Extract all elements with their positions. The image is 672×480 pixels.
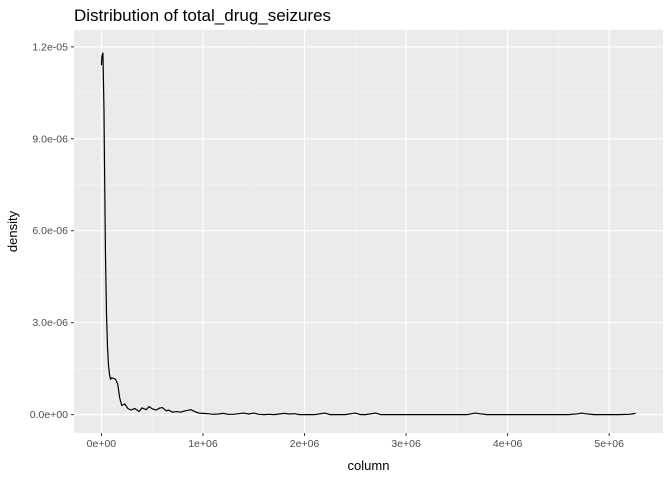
plot-panel: [74, 30, 663, 433]
x-tick-label: 5e+06: [594, 438, 624, 450]
x-tick-label: 2e+06: [290, 438, 320, 450]
minor-gridlines: [74, 30, 663, 433]
density-curve: [100, 52, 636, 416]
x-tick-label: 4e+06: [493, 438, 523, 450]
y-tick-label: 3.0e-06: [32, 317, 68, 329]
x-tick-label: 0e+00: [87, 438, 117, 450]
y-tick-label: 0.0e+00: [30, 409, 68, 421]
y-axis: 0.0e+00 3.0e-06 6.0e-06 9.0e-06 1.2e-05: [30, 41, 74, 421]
y-tick-label: 1.2e-05: [32, 41, 68, 53]
y-tick-label: 9.0e-06: [32, 133, 68, 145]
major-gridlines: [74, 30, 663, 433]
x-tick-label: 1e+06: [188, 438, 218, 450]
y-axis-title: density: [5, 210, 20, 252]
chart-title: Distribution of total_drug_seizures: [74, 6, 331, 25]
y-tick-label: 6.0e-06: [32, 225, 68, 237]
x-axis: 0e+00 1e+06 2e+06 3e+06 4e+06 5e+06: [87, 433, 624, 450]
x-axis-title: column: [348, 458, 390, 473]
x-tick-label: 3e+06: [391, 438, 421, 450]
